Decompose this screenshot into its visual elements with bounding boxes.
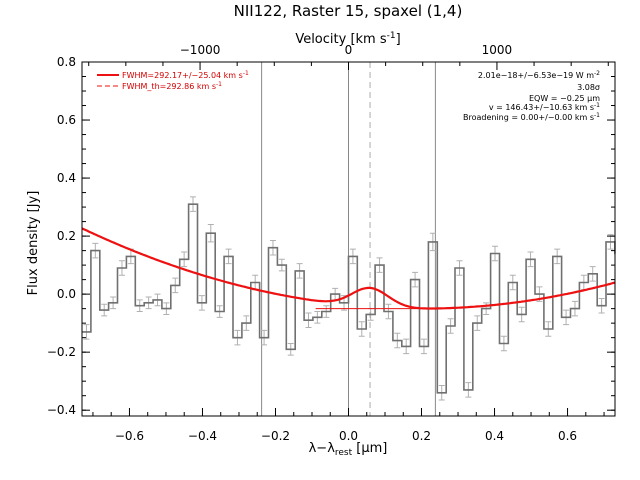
chart-title: NII122, Raster 15, spaxel (1,4) <box>234 2 463 20</box>
legend-fwhm-th: FWHM_th=292.86 km s-1 <box>122 81 222 91</box>
fit-layer <box>81 227 616 310</box>
y-tick-label: 0.6 <box>57 113 76 127</box>
x-tick-label: 0.2 <box>412 429 431 443</box>
x-tick-label: 0.0 <box>339 429 358 443</box>
legend: FWHM=292.17+/−25.04 km s-1 FWHM_th=292.8… <box>97 70 249 91</box>
annotation-flux: 2.01e−18+/−6.53e−19 W m-2 <box>478 70 600 80</box>
annotation-velocity: v = 146.43+/−10.63 km s-1 <box>489 102 600 112</box>
y-tick-label: −0.2 <box>47 345 76 359</box>
y-tick-label: −0.4 <box>47 403 76 417</box>
fit-curve <box>81 227 616 310</box>
x-tick-label: −0.4 <box>188 429 217 443</box>
annotation-broadening: Broadening = 0.00+/−0.00 km s-1 <box>463 112 600 122</box>
x-axis-label: λ−λrest [μm] <box>309 441 388 458</box>
annotation-sigma: 3.08σ <box>577 83 600 92</box>
y-tick-label: 0.4 <box>57 171 76 185</box>
y-tick-label: 0.2 <box>57 229 76 243</box>
y-tick-label: 0.8 <box>57 55 76 69</box>
y-tick-label: 0.0 <box>57 287 76 301</box>
legend-fwhm: FWHM=292.17+/−25.04 km s-1 <box>122 70 249 80</box>
x-tick-label: 0.6 <box>558 429 577 443</box>
spectrum-histogram <box>82 203 616 394</box>
top-tick-label: 1000 <box>482 43 513 57</box>
x-tick-label: −0.6 <box>115 429 144 443</box>
spectrum-layer <box>82 196 616 401</box>
top-tick-label: −1000 <box>180 43 221 57</box>
x-tick-label: 0.4 <box>485 429 504 443</box>
axis-ticks: −0.6 −0.4 −0.2 0.0 0.2 0.4 0.6 −0.4 −0.2 0.0 0.2 0.… <box>47 43 615 443</box>
annotation-eqw: EQW = −0.25 μm <box>529 94 600 103</box>
top-tick-label: 0 <box>345 43 353 57</box>
y-axis-label: Flux density [Jy] <box>26 191 41 296</box>
fit-annotations: 2.01e−18+/−6.53e−19 W m-2 3.08σ EQW = −0… <box>463 70 600 122</box>
reference-lines <box>261 62 436 416</box>
top-axis-label: Velocity [km s-1] <box>295 31 400 47</box>
x-tick-label: −0.2 <box>261 429 290 443</box>
